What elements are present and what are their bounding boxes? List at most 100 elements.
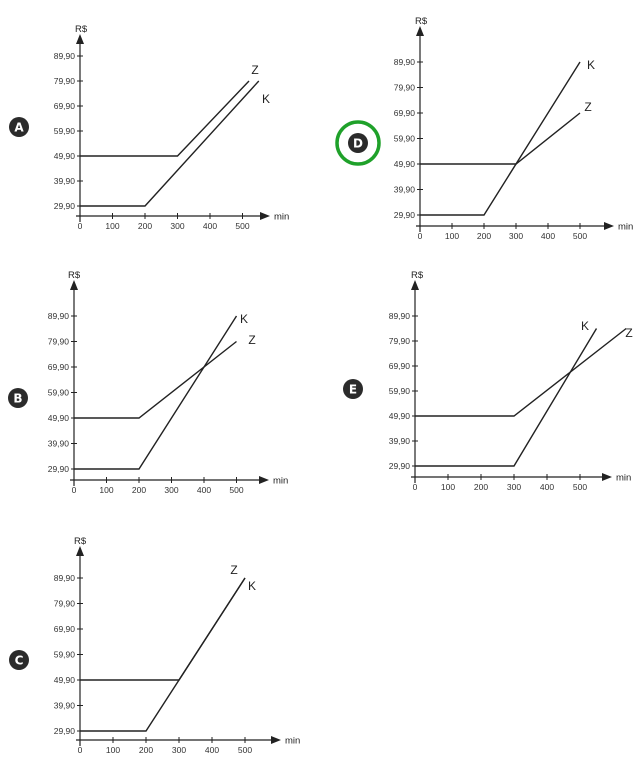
y-tick-label: 29,90 — [54, 726, 76, 736]
y-tick-label: 29,90 — [394, 210, 416, 220]
y-tick-label: 49,90 — [389, 411, 411, 421]
x-tick-label: 200 — [477, 231, 491, 241]
y-tick-label: 79,90 — [389, 336, 411, 346]
x-tick-label: 500 — [573, 482, 587, 492]
x-axis-title: min — [618, 222, 633, 233]
x-axis-arrow-icon — [602, 473, 612, 481]
y-tick-label: 39,90 — [389, 436, 411, 446]
series-line-k — [415, 328, 598, 467]
y-axis-arrow-icon — [416, 26, 424, 36]
option-badge-e: E — [349, 382, 357, 396]
y-tick-label: 49,90 — [54, 675, 76, 685]
option-badge-d: D — [353, 136, 363, 150]
x-tick-label: 500 — [238, 745, 252, 755]
x-tick-label: 100 — [106, 745, 120, 755]
y-tick-label: 59,90 — [48, 388, 70, 398]
series-label-k: K — [581, 319, 589, 333]
series-line-z — [420, 112, 581, 165]
y-axis-arrow-icon — [76, 34, 84, 44]
series-label-z: Z — [584, 100, 591, 114]
series-label-z: Z — [248, 333, 255, 347]
x-tick-label: 0 — [413, 482, 418, 492]
y-tick-label: 69,90 — [54, 101, 76, 111]
x-axis-title: min — [616, 473, 631, 484]
y-axis-title: R$ — [75, 24, 88, 35]
y-tick-label: 29,90 — [48, 464, 70, 474]
option-badge-circle — [8, 388, 28, 408]
x-tick-label: 200 — [132, 485, 146, 495]
series-line-z — [80, 577, 246, 681]
y-tick-label: 89,90 — [54, 573, 76, 583]
y-axis-title: R$ — [415, 16, 428, 27]
x-tick-label: 400 — [541, 231, 555, 241]
option-badge-a: A — [14, 120, 24, 134]
x-axis-arrow-icon — [271, 736, 281, 744]
y-tick-label: 39,90 — [54, 176, 76, 186]
x-axis-arrow-icon — [260, 212, 270, 220]
x-axis-title: min — [274, 212, 289, 223]
y-tick-label: 59,90 — [389, 386, 411, 396]
x-tick-label: 500 — [573, 231, 587, 241]
y-tick-label: 89,90 — [48, 311, 70, 321]
option-badge-circle — [348, 133, 368, 153]
chart-panel-d: R$ min 0 100 200 300 400 500 29,90 39,90 49,90 59,9… — [335, 16, 633, 241]
x-tick-label: 500 — [229, 485, 243, 495]
x-tick-label: 300 — [509, 231, 523, 241]
y-axis-arrow-icon — [411, 280, 419, 290]
y-tick-label: 69,90 — [48, 362, 70, 372]
x-tick-label: 300 — [170, 221, 184, 231]
y-axis-arrow-icon — [76, 546, 84, 556]
series-line-z — [80, 80, 250, 157]
y-tick-label: 79,90 — [394, 83, 416, 93]
x-tick-label: 100 — [441, 482, 455, 492]
option-badge-circle — [9, 117, 29, 137]
correct-answer-ring — [335, 120, 381, 166]
x-tick-label: 400 — [540, 482, 554, 492]
option-badge-b: B — [13, 391, 22, 405]
chart-panel-c: R$ min 0 100 200 300 400 500 29,90 39,90 49,90 59,9… — [9, 536, 300, 755]
y-tick-label: 59,90 — [54, 650, 76, 660]
x-tick-label: 100 — [99, 485, 113, 495]
series-label-z: Z — [251, 63, 258, 77]
x-tick-label: 200 — [474, 482, 488, 492]
series-label-k: K — [248, 579, 256, 593]
x-tick-label: 400 — [203, 221, 217, 231]
y-tick-label: 29,90 — [54, 201, 76, 211]
y-tick-label: 39,90 — [394, 185, 416, 195]
series-label-k: K — [587, 58, 595, 72]
y-tick-label: 49,90 — [48, 413, 70, 423]
option-badge-circle — [343, 379, 363, 399]
y-axis-arrow-icon — [70, 280, 78, 290]
x-tick-label: 500 — [235, 221, 249, 231]
x-axis-title: min — [285, 736, 300, 747]
y-tick-label: 49,90 — [54, 151, 76, 161]
x-tick-label: 200 — [138, 221, 152, 231]
chart-panel-b: R$ min 0 100 200 300 400 500 29,90 39,90 49,90 59,9… — [8, 270, 288, 495]
x-axis-title: min — [273, 476, 288, 487]
chart-panel-e: R$ min 0 100 200 300 400 500 29,90 39,90 49,90 59,9… — [343, 270, 633, 492]
x-tick-label: 300 — [172, 745, 186, 755]
y-tick-label: 59,90 — [394, 134, 416, 144]
x-tick-label: 100 — [445, 231, 459, 241]
x-tick-label: 200 — [139, 745, 153, 755]
y-tick-label: 39,90 — [54, 701, 76, 711]
y-tick-label: 89,90 — [389, 311, 411, 321]
series-line-k — [74, 315, 238, 470]
y-tick-label: 69,90 — [54, 624, 76, 634]
x-tick-label: 400 — [197, 485, 211, 495]
x-tick-label: 100 — [105, 221, 119, 231]
y-tick-label: 49,90 — [394, 159, 416, 169]
y-tick-label: 29,90 — [389, 461, 411, 471]
y-tick-label: 69,90 — [389, 361, 411, 371]
y-tick-label: 69,90 — [394, 108, 416, 118]
series-label-z: Z — [625, 326, 632, 340]
x-tick-label: 0 — [78, 745, 83, 755]
y-tick-label: 59,90 — [54, 126, 76, 136]
x-axis-arrow-icon — [259, 476, 269, 484]
y-axis-title: R$ — [74, 536, 87, 547]
y-tick-label: 79,90 — [54, 599, 76, 609]
series-label-k: K — [262, 92, 270, 106]
series-line-z — [415, 327, 627, 417]
series-line-k — [80, 577, 246, 732]
